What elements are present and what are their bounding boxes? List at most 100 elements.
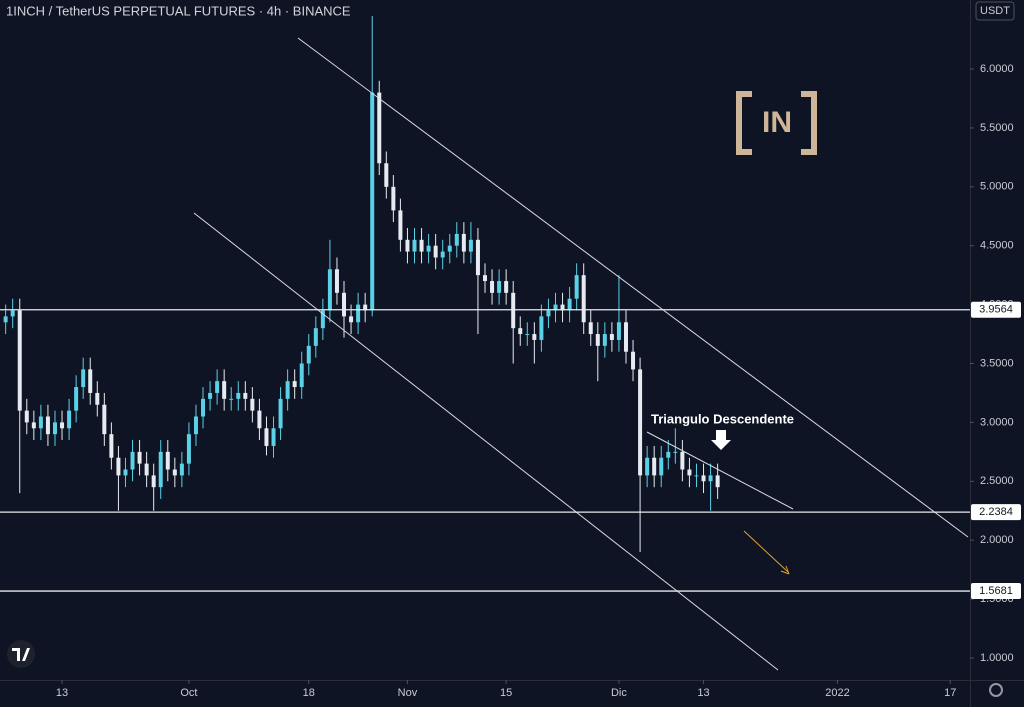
candle-body (349, 316, 354, 323)
candle-body (60, 422, 65, 429)
tv-logo (7, 640, 35, 668)
level-label-box (971, 301, 1021, 318)
x-tick-label: Nov (398, 687, 418, 699)
settings-gear[interactable] (989, 683, 1003, 697)
candle-body (243, 392, 248, 399)
trend-line (646, 431, 794, 510)
candle-body (363, 304, 368, 311)
candle-body (701, 475, 706, 482)
chart-title: 1INCH / TetherUS PERPETUAL FUTURES · 4h … (6, 3, 351, 18)
y-tick-label: 3.0000 (980, 416, 1014, 428)
y-tick-label: 5.5000 (980, 122, 1014, 134)
candle-body (278, 398, 283, 429)
currency[interactable]: USDT (980, 5, 1010, 17)
x-tick-label: 13 (697, 687, 709, 699)
candle-body (468, 239, 473, 252)
candle-body (327, 269, 332, 311)
candle-body (546, 310, 551, 317)
candle-body (144, 463, 149, 476)
candle-body (320, 310, 325, 329)
settings-icon[interactable] (989, 683, 1003, 697)
trend-line (297, 37, 969, 538)
candle-body (525, 334, 530, 336)
candle-body (518, 328, 523, 335)
candle-body (334, 269, 339, 293)
y-tick-label: 5.0000 (980, 181, 1014, 193)
y-tick-label: 4.5000 (980, 240, 1014, 252)
candle-body (31, 422, 36, 429)
candle-body (391, 186, 396, 211)
candle-body (193, 416, 198, 435)
candle-body (595, 334, 600, 346)
x-tick-label: 15 (500, 687, 512, 699)
candle-body (631, 351, 636, 370)
x-tick-label: 13 (56, 687, 68, 699)
candle-body (638, 369, 643, 476)
candle-body (88, 369, 93, 393)
candle-body (581, 275, 586, 323)
candle-body (229, 398, 234, 400)
logo-bracket (736, 91, 817, 155)
x-tick-label: 17 (944, 687, 956, 699)
candle-body (179, 463, 184, 476)
candle-body (680, 451, 685, 470)
candle-body (433, 245, 438, 258)
candle-body (285, 381, 290, 399)
candle-body (708, 475, 713, 482)
candle-body (377, 92, 382, 164)
candle-body (130, 451, 135, 470)
candle-body (151, 475, 156, 488)
candle-body (201, 398, 206, 417)
candle-body (215, 381, 220, 393)
candle-body (165, 451, 170, 470)
candle-body (398, 210, 403, 240)
candle-body (370, 92, 375, 311)
y-tick-label: 2.5000 (980, 475, 1014, 487)
candle-body (405, 239, 410, 252)
x-tick-label: 18 (303, 687, 315, 699)
candle-body (95, 392, 100, 405)
level-label: 2.2384 (979, 506, 1013, 518)
candle-body (81, 369, 86, 388)
candle-body (687, 469, 692, 476)
candle-body (116, 457, 121, 476)
logo: IN (736, 91, 817, 155)
level-label: 1.5681 (979, 585, 1013, 597)
candle-body (222, 381, 227, 399)
candle-body (511, 292, 516, 329)
x-tick-label: Dic (611, 687, 627, 699)
candle-body (299, 363, 304, 388)
arrow-head (780, 565, 790, 575)
candle-body (553, 304, 558, 311)
candle-body (306, 345, 311, 364)
candle-body (426, 245, 431, 252)
candle-body (172, 469, 177, 476)
candle-body (24, 410, 29, 423)
candle-body (67, 410, 72, 429)
candle-body (17, 310, 22, 411)
candle-body (3, 316, 8, 323)
candle-body (208, 392, 213, 399)
candle-body (539, 316, 544, 340)
candle-body (264, 428, 269, 446)
candle-body (271, 428, 276, 446)
y-tick-label: 6.0000 (980, 63, 1014, 75)
tv-logo-mark (12, 648, 30, 661)
candle-body (38, 416, 43, 429)
candle-body (694, 475, 699, 477)
candle-body (342, 292, 347, 317)
currency-box[interactable] (975, 1, 1015, 21)
candle-body (250, 398, 255, 411)
candle-body (659, 457, 664, 476)
candle-body (532, 334, 537, 340)
candle-body (715, 475, 720, 488)
x-tick-label: Oct (180, 687, 197, 699)
candle-body (609, 334, 614, 340)
candle-body (292, 381, 297, 388)
annotation: Triangulo Descendente (651, 411, 794, 426)
plot (3, 16, 720, 552)
candle-body (602, 334, 607, 346)
y-tick-label: 2.0000 (980, 534, 1014, 546)
candle-body (673, 451, 678, 453)
